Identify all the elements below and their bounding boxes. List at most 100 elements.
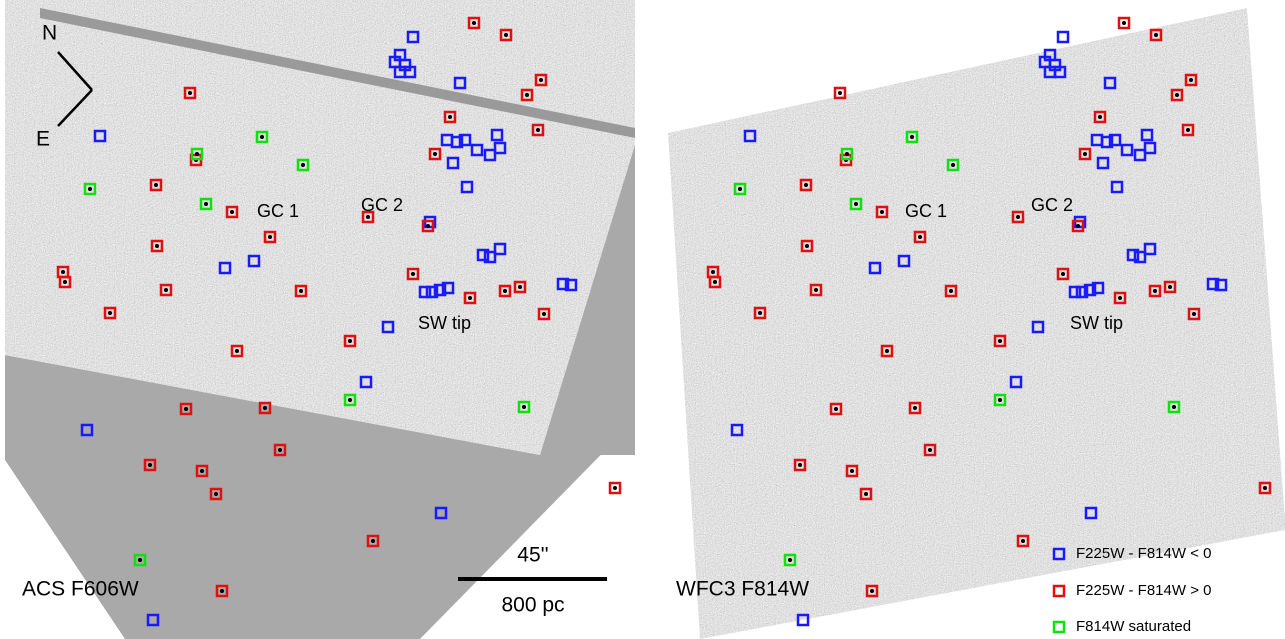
marker-dot <box>838 91 842 95</box>
marker-dot <box>426 224 430 228</box>
marker-dot <box>260 135 264 139</box>
marker-dot <box>138 558 142 562</box>
marker-dot <box>870 589 874 593</box>
marker-dot <box>1098 115 1102 119</box>
marker-dot <box>188 91 192 95</box>
legend-swatch <box>1054 586 1064 596</box>
marker-dot <box>155 244 159 248</box>
marker-dot <box>1153 289 1157 293</box>
marker-dot <box>713 280 717 284</box>
marker-dot <box>1175 93 1179 97</box>
marker-dot <box>913 406 917 410</box>
marker-dot <box>804 183 808 187</box>
marker-dot <box>278 448 282 452</box>
marker-dot <box>164 288 168 292</box>
marker-dot <box>834 407 838 411</box>
marker-dot <box>1192 312 1196 316</box>
label: GC 1 <box>257 201 299 221</box>
compass-north: N <box>42 22 57 45</box>
marker-dot <box>154 183 158 187</box>
marker-dot <box>1118 296 1122 300</box>
marker-dot <box>1016 215 1020 219</box>
marker-dot <box>798 463 802 467</box>
marker-dot <box>1186 128 1190 132</box>
marker-dot <box>1061 272 1065 276</box>
marker-dot <box>536 128 540 132</box>
marker-dot <box>299 289 303 293</box>
marker-dot <box>518 285 522 289</box>
marker-dot <box>301 163 305 167</box>
label: SW tip <box>418 313 471 333</box>
scale-distance: 800 pc <box>501 594 564 617</box>
legend-label: F225W - F814W < 0 <box>1076 545 1211 562</box>
marker-dot <box>448 115 452 119</box>
marker-dot <box>348 398 352 402</box>
marker-dot <box>805 244 809 248</box>
marker-dot <box>949 289 953 293</box>
marker-dot <box>63 280 67 284</box>
marker-dot <box>348 339 352 343</box>
label: GC 1 <box>905 201 947 221</box>
marker-dot <box>108 311 112 315</box>
marker-dot <box>366 215 370 219</box>
marker-dot <box>1083 152 1087 156</box>
marker-dot <box>711 270 715 274</box>
marker-dot <box>998 398 1002 402</box>
marker-dot <box>1263 486 1267 490</box>
marker-dot <box>214 492 218 496</box>
marker-dot <box>433 152 437 156</box>
label: GC 2 <box>1031 195 1073 215</box>
legend-swatch <box>1054 622 1064 632</box>
marker-dot <box>1021 539 1025 543</box>
marker-dot <box>268 235 272 239</box>
panel-label: ACS F606W <box>22 578 139 601</box>
marker-dot <box>928 448 932 452</box>
marker-dot <box>148 463 152 467</box>
label: GC 2 <box>361 195 403 215</box>
marker <box>1058 32 1068 42</box>
marker-dot <box>235 349 239 353</box>
marker-dot <box>525 93 529 97</box>
marker-dot <box>503 289 507 293</box>
scale-angle: 45'' <box>517 544 548 567</box>
page: N E GC 1 GC 2 SW tip GC 1 GC 2 SW tip 45… <box>0 0 1285 639</box>
edge <box>0 0 5 639</box>
marker-dot <box>910 135 914 139</box>
marker-dot <box>204 202 208 206</box>
marker-dot <box>951 163 955 167</box>
marker-dot <box>1122 21 1126 25</box>
marker-dot <box>230 210 234 214</box>
marker-dot <box>522 405 526 409</box>
marker-dot <box>880 210 884 214</box>
panel-label: WFC3 F814W <box>676 578 809 601</box>
marker-dot <box>472 21 476 25</box>
marker-dot <box>1172 405 1176 409</box>
marker-dot <box>845 152 849 156</box>
marker-dot <box>184 407 188 411</box>
marker-dot <box>542 312 546 316</box>
marker-dot <box>263 406 267 410</box>
marker-dot <box>504 33 508 37</box>
marker-dot <box>195 152 199 156</box>
marker-dot <box>758 311 762 315</box>
marker-dot <box>61 270 65 274</box>
marker-dot <box>1076 224 1080 228</box>
legend-label: F814W saturated <box>1076 618 1191 635</box>
figure: N E GC 1 GC 2 SW tip GC 1 GC 2 SW tip 45… <box>0 0 1285 639</box>
marker-dot <box>1168 285 1172 289</box>
legend-label: F225W - F814W > 0 <box>1076 582 1211 599</box>
marker-dot <box>998 339 1002 343</box>
marker-dot <box>411 272 415 276</box>
marker-dot <box>539 78 543 82</box>
marker-dot <box>613 486 617 490</box>
marker-dot <box>918 235 922 239</box>
compass-east: E <box>36 128 50 151</box>
marker-dot <box>854 202 858 206</box>
marker-dot <box>371 539 375 543</box>
marker-dot <box>864 492 868 496</box>
marker-dot <box>788 558 792 562</box>
marker-dot <box>850 469 854 473</box>
marker-dot <box>1189 78 1193 82</box>
marker-dot <box>814 288 818 292</box>
marker-dot <box>1154 33 1158 37</box>
